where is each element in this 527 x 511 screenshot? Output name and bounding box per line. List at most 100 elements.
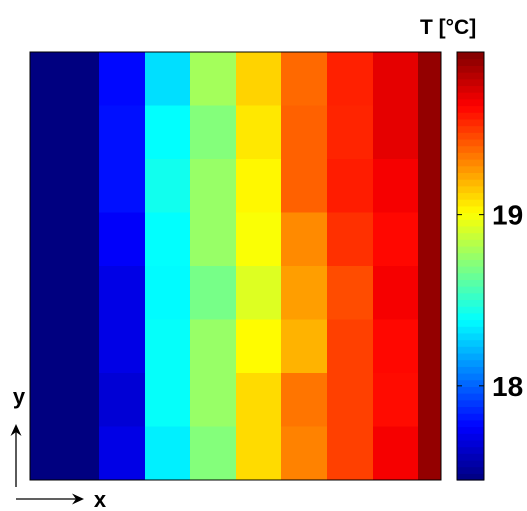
heatmap-cell: [281, 426, 328, 481]
heatmap-cell: [373, 426, 419, 481]
heatmap-cell: [281, 52, 328, 106]
heatmap-cell: [236, 212, 282, 267]
heatmap-cell: [145, 266, 191, 320]
colorbar-segment: [457, 179, 484, 187]
colorbar-segment: [457, 132, 484, 140]
colorbar-segment: [457, 272, 484, 280]
colorbar-segment: [457, 359, 484, 367]
colorbar-segment: [457, 379, 484, 387]
colorbar-segment: [457, 152, 484, 160]
colorbar-segment: [457, 252, 484, 260]
colorbar-segment: [457, 326, 484, 334]
heatmap-cell: [236, 319, 282, 374]
heatmap-cell: [236, 426, 282, 481]
heatmap-cell: [54, 319, 100, 374]
heatmap-cell: [281, 212, 328, 267]
heatmap-cell: [54, 266, 100, 320]
heatmap-cell: [30, 105, 55, 160]
colorbar-segment: [457, 312, 484, 321]
colorbar-segment: [457, 172, 484, 180]
heatmap-cell: [327, 105, 374, 160]
heatmap-cell: [418, 426, 442, 481]
colorbar-segment: [457, 52, 484, 60]
colorbar-segment: [457, 352, 484, 361]
heatmap-cell: [99, 426, 146, 481]
heatmap-cell: [145, 52, 191, 106]
heatmap-cell: [418, 159, 442, 213]
heatmap-cell: [54, 105, 100, 160]
colorbar-segment: [457, 473, 484, 481]
heatmap-cell: [145, 319, 191, 374]
heatmap-cell: [281, 319, 328, 374]
heatmap-cell: [99, 266, 146, 320]
heatmap-cell: [236, 52, 282, 106]
heatmap-cell: [54, 52, 100, 106]
colorbar-segment: [457, 319, 484, 327]
colorbar-segment: [457, 366, 484, 374]
colorbar-segment: [457, 72, 484, 80]
colorbar-segment: [457, 185, 484, 194]
heatmap-cell: [281, 266, 328, 320]
heatmap-cell: [373, 105, 419, 160]
colorbar-segment: [457, 299, 484, 307]
colorbar-segment: [457, 98, 484, 107]
colorbar-segment: [457, 65, 484, 73]
heatmap-cell: [99, 319, 146, 374]
heatmap-cell: [99, 159, 146, 213]
heatmap-cell: [145, 105, 191, 160]
heatmap-cell: [99, 212, 146, 267]
colorbar-segment: [457, 399, 484, 408]
heatmap-cell: [327, 373, 374, 427]
colorbar-segment: [457, 118, 484, 127]
heatmap-cell: [99, 373, 146, 427]
colorbar-segment: [457, 199, 484, 207]
colorbar-segment: [457, 266, 484, 274]
heatmap-cell: [418, 212, 442, 267]
heatmap-cells: [30, 52, 442, 481]
heatmap-cell: [373, 319, 419, 374]
heatmap-cell: [236, 373, 282, 427]
colorbar-segment: [457, 292, 484, 301]
colorbar-segment: [457, 332, 484, 341]
colorbar-segment: [457, 225, 484, 234]
heatmap-cell: [54, 426, 100, 481]
colorbar-segment: [457, 212, 484, 220]
heatmap-cell: [190, 373, 237, 427]
x-axis-arrow-head: [72, 493, 84, 505]
colorbar-segment: [457, 245, 484, 254]
heatmap-cell: [373, 159, 419, 213]
heatmap-cell: [145, 159, 191, 213]
colorbar-segment: [457, 346, 484, 354]
heatmap-cell: [99, 52, 146, 106]
heatmap-cell: [373, 212, 419, 267]
heatmap-cell: [145, 373, 191, 427]
colorbar-segment: [457, 419, 484, 428]
colorbar-segment: [457, 205, 484, 214]
colorbar-segment: [457, 306, 484, 314]
colorbar-segment: [457, 406, 484, 414]
heatmap-cell: [190, 426, 237, 481]
heatmap-cell: [236, 105, 282, 160]
heatmap-cell: [327, 319, 374, 374]
heatmap-cell: [236, 266, 282, 320]
colorbar-segment: [457, 386, 484, 394]
colorbar-segment: [457, 439, 484, 448]
colorbar-label: T [°C]: [420, 16, 476, 39]
heatmap-cell: [30, 426, 55, 481]
heatmap-cell: [327, 212, 374, 267]
heatmap-cell: [281, 373, 328, 427]
colorbar-segment: [457, 85, 484, 93]
y-axis-label: y: [13, 384, 26, 409]
heatmap-cell: [30, 266, 55, 320]
colorbar-segment: [457, 138, 484, 147]
plot-frame: [29, 51, 442, 481]
heatmap-cell: [190, 159, 237, 213]
colorbar-tick-label: 18: [492, 371, 523, 402]
colorbar-segment: [457, 219, 484, 227]
heatmap-cell: [373, 52, 419, 106]
heatmap-cell: [418, 52, 442, 106]
colorbar-tick-label: 19: [492, 200, 523, 231]
colorbar-segment: [457, 453, 484, 461]
colorbar-segment: [457, 259, 484, 267]
